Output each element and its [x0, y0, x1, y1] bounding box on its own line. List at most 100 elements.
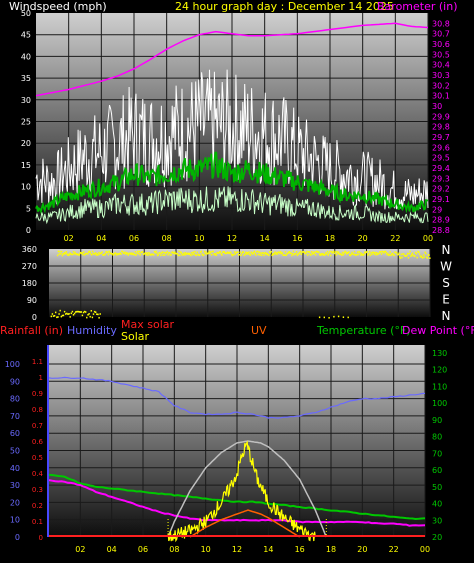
direction-point	[287, 252, 289, 255]
direction-point	[186, 252, 188, 255]
direction-point	[73, 312, 76, 315]
direction-point	[173, 252, 175, 255]
direction-point	[152, 253, 154, 256]
direction-point	[323, 254, 325, 256]
direction-point	[97, 313, 99, 316]
direction-point	[137, 252, 140, 255]
direction-point	[120, 253, 122, 255]
direction-point	[302, 251, 304, 253]
direction-point	[185, 253, 187, 256]
direction-point	[284, 251, 287, 253]
y-tick-label: 10	[21, 183, 31, 192]
direction-point	[319, 254, 322, 256]
direction-point	[349, 254, 352, 257]
direction-point	[344, 250, 346, 253]
direction-point	[202, 254, 204, 257]
direction-point	[230, 253, 233, 256]
bottom-grid	[49, 345, 426, 537]
direction-point	[141, 251, 143, 253]
x-tick-label: 18	[325, 234, 335, 243]
x-tick-label: 10	[194, 234, 204, 243]
direction-point	[61, 254, 64, 257]
direction-point	[417, 250, 419, 253]
direction-point	[397, 253, 399, 256]
humidity-axis-ticks: 0 10 20 30 40 50 60 70 80 90 100	[5, 360, 20, 542]
x-tick-label: 20	[357, 545, 367, 554]
direction-point	[210, 254, 213, 256]
direction-point	[262, 252, 264, 254]
y-tick-label: 30.4	[432, 61, 450, 70]
direction-point	[214, 253, 217, 255]
direction-point	[153, 254, 155, 256]
y-tick-label: 29.5	[432, 154, 450, 163]
direction-point	[388, 253, 391, 256]
direction-point	[169, 254, 171, 256]
direction-point	[90, 310, 92, 312]
direction-point	[171, 251, 173, 254]
direction-point	[245, 251, 247, 254]
direction-point	[210, 251, 212, 253]
direction-point	[60, 315, 62, 318]
rainfall-axis-ticks: 0 0.1 0.2 0.3 0.4 0.5 0.6 0.7 0.8 0.9 1 1.1	[32, 358, 44, 542]
direction-point	[97, 254, 99, 256]
direction-point	[366, 250, 368, 253]
direction-point	[199, 251, 202, 253]
direction-point	[229, 251, 231, 254]
direction-point	[309, 253, 311, 256]
direction-point	[153, 250, 156, 253]
direction-point	[136, 252, 138, 254]
direction-point	[250, 251, 252, 254]
direction-point	[177, 254, 179, 257]
direction-point	[342, 253, 345, 256]
y-tick-label: 0.5	[32, 454, 43, 462]
compass-label: W	[440, 260, 452, 274]
y-tick-label: 30.2	[432, 81, 450, 90]
direction-point	[360, 254, 362, 256]
direction-point	[133, 253, 135, 256]
direction-point	[123, 252, 125, 254]
direction-point	[403, 254, 406, 257]
direction-point	[100, 252, 102, 254]
y-tick-label: 270	[22, 262, 37, 271]
direction-point	[176, 253, 179, 255]
direction-point	[190, 254, 192, 257]
direction-point	[264, 252, 266, 255]
direction-point	[323, 316, 325, 319]
y-tick-label: 0.7	[32, 422, 43, 430]
direction-point	[421, 256, 423, 259]
direction-point	[391, 252, 394, 255]
direction-point	[52, 315, 55, 317]
direction-point	[409, 250, 411, 253]
direction-point	[147, 254, 149, 256]
direction-point	[112, 254, 114, 256]
direction-point	[66, 312, 68, 315]
direction-point	[228, 252, 230, 255]
direction-point	[384, 250, 387, 253]
direction-point	[99, 313, 101, 315]
x-tick-label: 00	[423, 234, 433, 243]
direction-point	[352, 253, 354, 255]
direction-point	[204, 252, 206, 255]
direction-point	[71, 310, 74, 313]
direction-point	[99, 252, 102, 255]
direction-point	[400, 253, 402, 256]
direction-point	[387, 252, 389, 255]
y-tick-label: 29.9	[432, 112, 450, 121]
direction-point	[418, 251, 420, 253]
direction-point	[160, 252, 163, 255]
direction-point	[79, 311, 81, 313]
legend-solar: Solar	[121, 330, 150, 343]
direction-point	[111, 252, 114, 255]
rain-humidity-temp-panel: 0 0.1 0.2 0.3 0.4 0.5 0.6 0.7 0.8 0.9 1 1.1 0 10 20 30…	[5, 345, 447, 554]
direction-point	[203, 250, 206, 253]
direction-point	[390, 254, 392, 257]
direction-point	[96, 313, 98, 315]
direction-point	[216, 251, 218, 254]
direction-point	[129, 252, 131, 255]
direction-point	[379, 251, 381, 253]
direction-point	[77, 310, 79, 313]
direction-point	[338, 253, 341, 255]
direction-point	[321, 254, 323, 256]
barometer-axis-ticks: 28.828.92929.129.229.329.429.529.629.729…	[432, 19, 450, 235]
